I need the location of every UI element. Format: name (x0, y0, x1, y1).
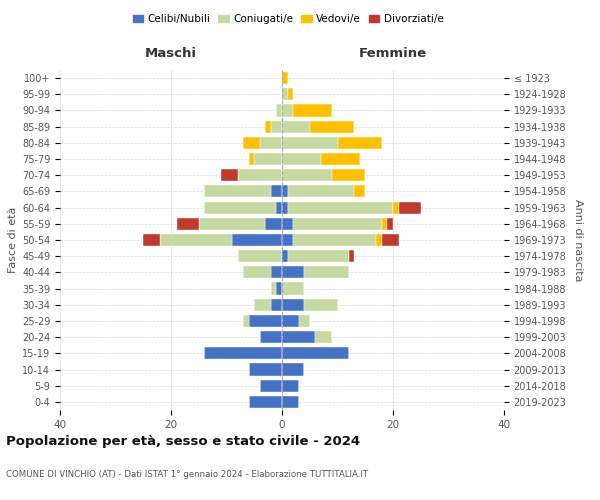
Bar (271, 266, 282, 278)
Text: Popolazione per età, sesso e stato civile - 2024: Popolazione per età, sesso e stato civil… (6, 435, 360, 448)
Bar (398, 202, 421, 213)
Bar (243, 315, 249, 327)
Bar (282, 364, 304, 376)
Bar (337, 137, 382, 149)
Bar (282, 348, 349, 360)
Bar (282, 72, 287, 84)
Bar (282, 186, 287, 198)
Bar (265, 218, 282, 230)
Bar (176, 218, 199, 230)
Bar (243, 137, 260, 149)
Legend: Celibi/Nubili, Coniugati/e, Vedovi/e, Divorziati/e: Celibi/Nubili, Coniugati/e, Vedovi/e, Di… (128, 10, 448, 29)
Bar (393, 202, 398, 213)
Bar (282, 282, 304, 294)
Bar (382, 218, 388, 230)
Bar (310, 120, 354, 132)
Bar (254, 153, 282, 165)
Text: Femmine: Femmine (359, 48, 427, 60)
Bar (271, 298, 282, 311)
Text: Maschi: Maschi (145, 48, 197, 60)
Bar (249, 153, 254, 165)
Bar (299, 315, 310, 327)
Bar (287, 250, 349, 262)
Bar (282, 202, 287, 213)
Bar (382, 234, 398, 246)
Bar (282, 88, 287, 101)
Bar (282, 120, 310, 132)
Bar (282, 315, 299, 327)
Y-axis label: Fasce di età: Fasce di età (8, 207, 18, 273)
Bar (316, 331, 332, 343)
Bar (238, 169, 282, 181)
Bar (293, 218, 382, 230)
Bar (238, 250, 282, 262)
Text: COMUNE DI VINCHIO (AT) - Dati ISTAT 1° gennaio 2024 - Elaborazione TUTTITALIA.IT: COMUNE DI VINCHIO (AT) - Dati ISTAT 1° g… (6, 470, 368, 479)
Bar (282, 153, 321, 165)
Bar (304, 298, 337, 311)
Bar (293, 234, 376, 246)
Bar (282, 218, 293, 230)
Bar (388, 218, 393, 230)
Bar (204, 348, 282, 360)
Bar (160, 234, 232, 246)
Bar (204, 186, 271, 198)
Bar (243, 266, 271, 278)
Bar (199, 218, 265, 230)
Bar (277, 202, 282, 213)
Bar (249, 396, 282, 408)
Bar (260, 331, 282, 343)
Bar (282, 266, 304, 278)
Bar (277, 282, 282, 294)
Bar (287, 88, 293, 101)
Bar (282, 234, 293, 246)
Bar (282, 380, 299, 392)
Bar (282, 250, 287, 262)
Bar (221, 169, 238, 181)
Bar (321, 153, 360, 165)
Bar (277, 104, 282, 117)
Bar (282, 396, 299, 408)
Bar (282, 298, 304, 311)
Bar (271, 186, 282, 198)
Bar (304, 266, 349, 278)
Bar (254, 298, 271, 311)
Bar (232, 234, 282, 246)
Bar (265, 120, 271, 132)
Bar (282, 331, 316, 343)
Bar (376, 234, 382, 246)
Bar (287, 202, 393, 213)
Bar (204, 202, 277, 213)
Bar (271, 120, 282, 132)
Bar (282, 137, 337, 149)
Bar (260, 137, 282, 149)
Bar (249, 364, 282, 376)
Bar (282, 104, 293, 117)
Bar (260, 380, 282, 392)
Bar (349, 250, 354, 262)
Bar (143, 234, 160, 246)
Bar (293, 104, 332, 117)
Bar (287, 186, 354, 198)
Bar (282, 169, 332, 181)
Bar (271, 282, 277, 294)
Bar (354, 186, 365, 198)
Bar (332, 169, 365, 181)
Y-axis label: Anni di nascita: Anni di nascita (573, 198, 583, 281)
Bar (249, 315, 282, 327)
